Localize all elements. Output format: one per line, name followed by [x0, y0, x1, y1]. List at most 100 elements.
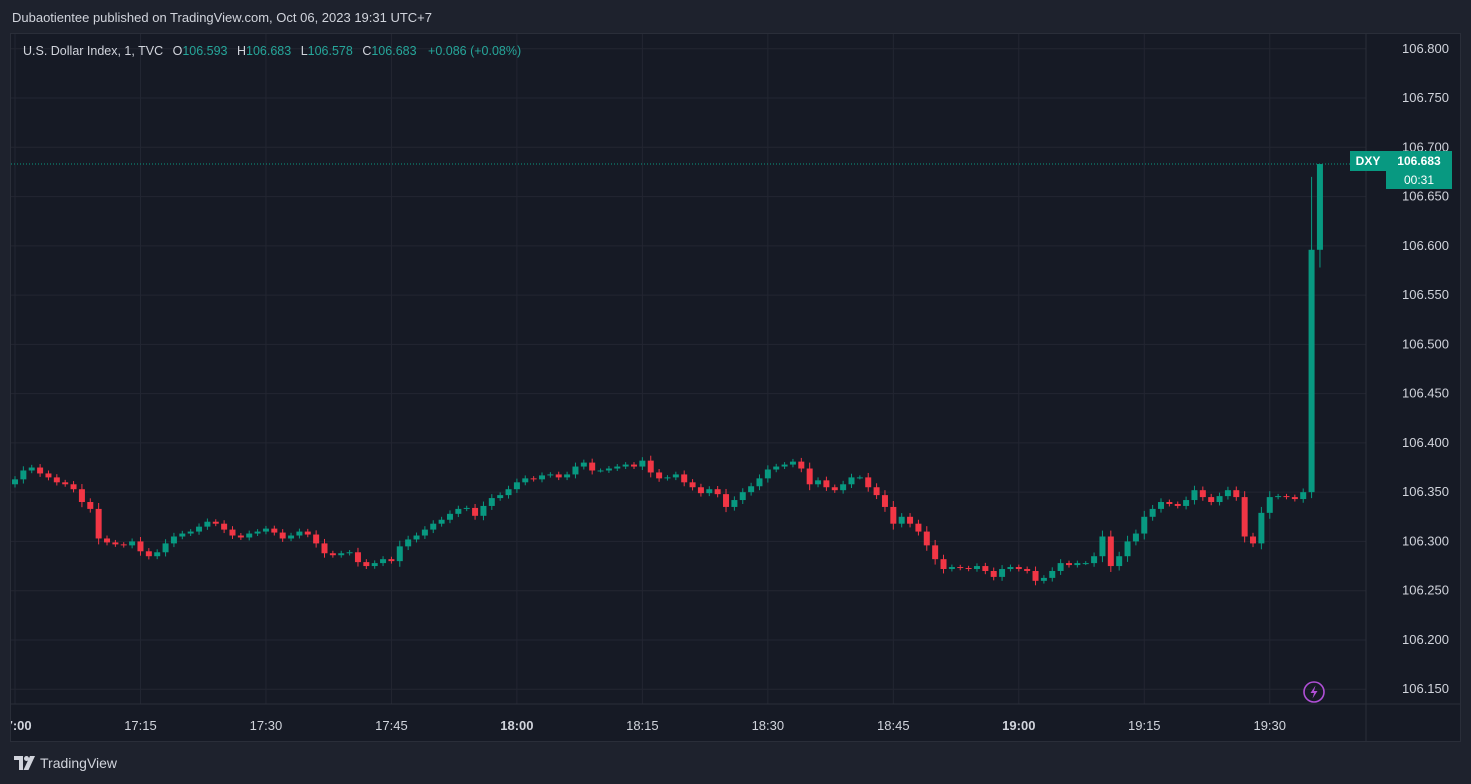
candle — [212, 519, 219, 527]
candle — [923, 526, 930, 551]
candle — [1250, 532, 1257, 548]
price-axis[interactable]: 106.800 106.750 106.700 106.650 106.600 106.5… — [1402, 41, 1449, 696]
time-tick-label: 17:30 — [250, 718, 283, 733]
candle-body — [538, 475, 545, 480]
candle-body — [1241, 497, 1248, 537]
candle — [973, 563, 980, 572]
candle-body — [497, 495, 504, 499]
candle-body — [12, 479, 18, 485]
lightning-icon[interactable] — [1303, 681, 1325, 703]
candle-body — [781, 464, 788, 467]
candle — [856, 475, 863, 480]
legend-high-value: 106.683 — [246, 44, 292, 58]
candle — [95, 503, 102, 545]
candle — [505, 485, 512, 499]
candle — [313, 530, 320, 548]
candle — [1241, 491, 1248, 543]
candle-body — [187, 531, 194, 534]
candle — [714, 486, 721, 498]
candle-body — [137, 541, 144, 552]
candle — [363, 559, 370, 570]
candle-body — [1224, 490, 1231, 497]
candle-body — [789, 461, 796, 465]
price-tick-label: 106.550 — [1402, 287, 1449, 302]
candle — [1300, 488, 1307, 503]
time-tick-label: 18:30 — [752, 718, 785, 733]
candlestick-chart[interactable]: 106.800 106.750 106.700 106.650 106.600 106.5… — [11, 34, 1461, 742]
candle-body — [421, 529, 428, 536]
candle-body — [865, 477, 872, 488]
candle-body — [1158, 502, 1165, 509]
candle — [773, 463, 780, 473]
candle-body — [881, 495, 888, 507]
candle — [1308, 176, 1315, 499]
candle — [580, 459, 587, 470]
candle-body — [28, 467, 35, 471]
candle — [639, 457, 646, 470]
candle-body — [672, 474, 679, 478]
candle-body — [513, 482, 520, 490]
candle-body — [1132, 533, 1139, 542]
candle — [1174, 501, 1181, 509]
candle-body — [413, 535, 420, 540]
candle-body — [1250, 536, 1257, 544]
candle-body — [1208, 497, 1215, 503]
price-tick-label: 106.200 — [1402, 632, 1449, 647]
candle — [1158, 498, 1165, 513]
price-tick-label: 106.450 — [1402, 386, 1449, 401]
candle — [480, 501, 487, 521]
candle — [129, 538, 136, 549]
candle — [346, 550, 353, 556]
candle — [990, 567, 997, 581]
candle — [932, 539, 939, 565]
candle-body — [823, 480, 830, 488]
time-tick-label: 19:00 — [1002, 718, 1035, 733]
candle — [756, 474, 763, 491]
candle — [413, 532, 420, 543]
candle-body — [1266, 497, 1273, 513]
tradingview-brand[interactable]: TradingView — [14, 755, 117, 771]
candle-body — [338, 553, 345, 556]
candle — [748, 482, 755, 496]
time-tick-label: 18:15 — [626, 718, 659, 733]
candle — [53, 474, 60, 486]
time-tick-label: 18:00 — [500, 718, 533, 733]
candle — [104, 535, 111, 546]
candle-body — [714, 489, 721, 495]
candle-body — [70, 484, 77, 490]
candle-body — [254, 531, 261, 534]
candle — [380, 556, 387, 567]
price-tick-label: 106.400 — [1402, 435, 1449, 450]
candle-body — [204, 521, 211, 527]
candle — [354, 547, 361, 567]
candle — [572, 462, 579, 479]
candle — [179, 530, 186, 540]
candle-body — [873, 487, 880, 496]
time-tick-label: 18:45 — [877, 718, 910, 733]
candle — [279, 529, 286, 542]
candle — [789, 458, 796, 468]
candle-body — [631, 464, 638, 467]
candle-body — [639, 460, 646, 467]
candle — [1199, 486, 1206, 501]
candle — [472, 503, 479, 520]
candle-body — [1024, 569, 1031, 571]
footer: TradingView — [0, 742, 1471, 784]
time-axis[interactable]: 17:00 17:15 17:30 17:45 18:00 18:15 18:30 18:45… — [11, 718, 1286, 733]
candle-body — [923, 531, 930, 546]
chart-frame[interactable]: 106.800 106.750 106.700 106.650 106.600 106.5… — [10, 33, 1461, 742]
candle-body — [1233, 490, 1240, 498]
candles — [12, 164, 1323, 586]
candle-body — [1040, 577, 1047, 581]
candle — [848, 473, 855, 488]
candle-body — [1283, 496, 1290, 498]
candle — [371, 560, 378, 569]
candle-body — [1191, 490, 1198, 501]
candle-body — [723, 494, 730, 507]
candle-body — [321, 543, 328, 554]
candle — [589, 458, 596, 475]
candle — [321, 538, 328, 558]
candle-body — [279, 532, 286, 539]
candle — [873, 483, 880, 500]
candle-body — [304, 531, 311, 535]
